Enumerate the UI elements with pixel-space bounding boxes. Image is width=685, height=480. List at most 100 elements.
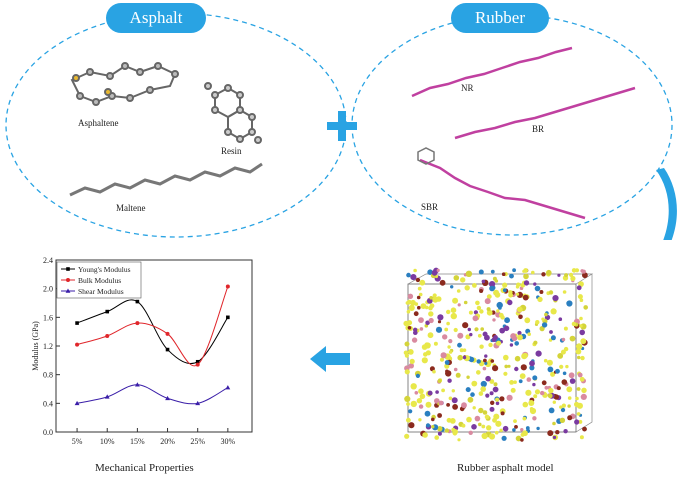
data-point	[134, 382, 140, 387]
data-point	[105, 333, 110, 338]
atom	[557, 273, 561, 277]
atom	[437, 320, 442, 324]
atom	[496, 301, 503, 309]
atom	[478, 422, 482, 427]
atom	[582, 272, 588, 279]
atom	[549, 330, 553, 334]
atom	[421, 357, 428, 364]
atom	[544, 385, 549, 390]
atom	[532, 416, 537, 421]
atom	[566, 386, 573, 393]
atom	[424, 342, 430, 348]
atom	[550, 308, 557, 315]
atom	[510, 387, 516, 393]
legend-marker	[66, 278, 70, 282]
atom	[470, 392, 475, 397]
data-point	[225, 385, 231, 390]
atom	[539, 290, 544, 294]
atom	[533, 340, 538, 345]
atom	[417, 286, 422, 291]
atom	[451, 389, 455, 393]
atom	[502, 425, 509, 432]
atom	[437, 413, 442, 418]
atom	[495, 420, 502, 427]
sbr-label: SBR	[421, 202, 439, 212]
atom	[408, 422, 415, 429]
atom	[446, 403, 450, 407]
atom	[472, 315, 479, 322]
atom	[427, 269, 433, 275]
atom	[432, 293, 437, 298]
atom	[404, 353, 409, 358]
atom	[437, 426, 443, 432]
left-arrow-icon	[310, 346, 350, 372]
atom	[582, 426, 587, 432]
data-point	[75, 321, 79, 325]
atom	[413, 268, 417, 273]
atom	[509, 343, 514, 347]
atom	[522, 430, 528, 437]
atom	[548, 290, 554, 295]
atom	[579, 298, 584, 302]
atom	[514, 341, 519, 346]
atom	[432, 296, 439, 303]
atom	[434, 398, 440, 404]
atom	[452, 297, 459, 304]
rubber-asphalt-model	[403, 267, 594, 442]
atom	[524, 317, 531, 324]
legend-label: Young's Modulus	[78, 265, 131, 274]
atom	[547, 366, 554, 373]
mechanical-caption: Mechanical Properties	[95, 462, 194, 474]
atom	[541, 317, 545, 321]
atom	[424, 410, 431, 417]
atom	[529, 360, 535, 367]
atom	[550, 335, 556, 341]
atom	[416, 295, 421, 300]
atom	[494, 279, 499, 283]
atom	[404, 395, 411, 402]
atom	[522, 401, 529, 408]
atom	[442, 334, 448, 340]
atom	[465, 334, 471, 340]
atom	[535, 320, 540, 325]
atom	[468, 310, 473, 315]
atom	[502, 282, 508, 288]
atom	[569, 335, 576, 342]
atom	[489, 391, 494, 396]
atom	[503, 354, 509, 361]
x-tick-label: 25%	[190, 437, 205, 446]
atom	[425, 401, 432, 408]
atom	[519, 373, 526, 379]
atom	[413, 327, 418, 332]
asphalt-title: Asphalt	[106, 3, 206, 33]
y-axis-label: Modulus (GPa)	[31, 321, 40, 371]
atom	[561, 337, 566, 342]
atom	[466, 416, 472, 423]
atom	[407, 349, 414, 355]
atom	[547, 393, 553, 399]
atom	[581, 269, 586, 274]
atom	[513, 419, 517, 423]
atom	[580, 393, 587, 400]
atom	[461, 402, 467, 409]
atom	[485, 375, 491, 382]
atom	[517, 330, 522, 336]
atom	[424, 305, 429, 310]
plus-icon	[327, 111, 357, 141]
atom	[447, 345, 451, 349]
sbr-molecule	[417, 147, 586, 220]
legend-bg	[57, 285, 139, 296]
atom	[523, 268, 529, 273]
atom	[575, 348, 582, 355]
atom	[509, 273, 514, 279]
atom	[489, 379, 495, 384]
series-line	[76, 299, 229, 365]
atom	[419, 279, 426, 286]
data-point	[195, 362, 200, 367]
br-label: BR	[532, 124, 545, 134]
data-point	[165, 331, 170, 336]
atom	[495, 401, 500, 406]
legend-bg	[57, 263, 139, 274]
maltene-label: Maltene	[116, 203, 146, 213]
atom	[457, 342, 462, 348]
